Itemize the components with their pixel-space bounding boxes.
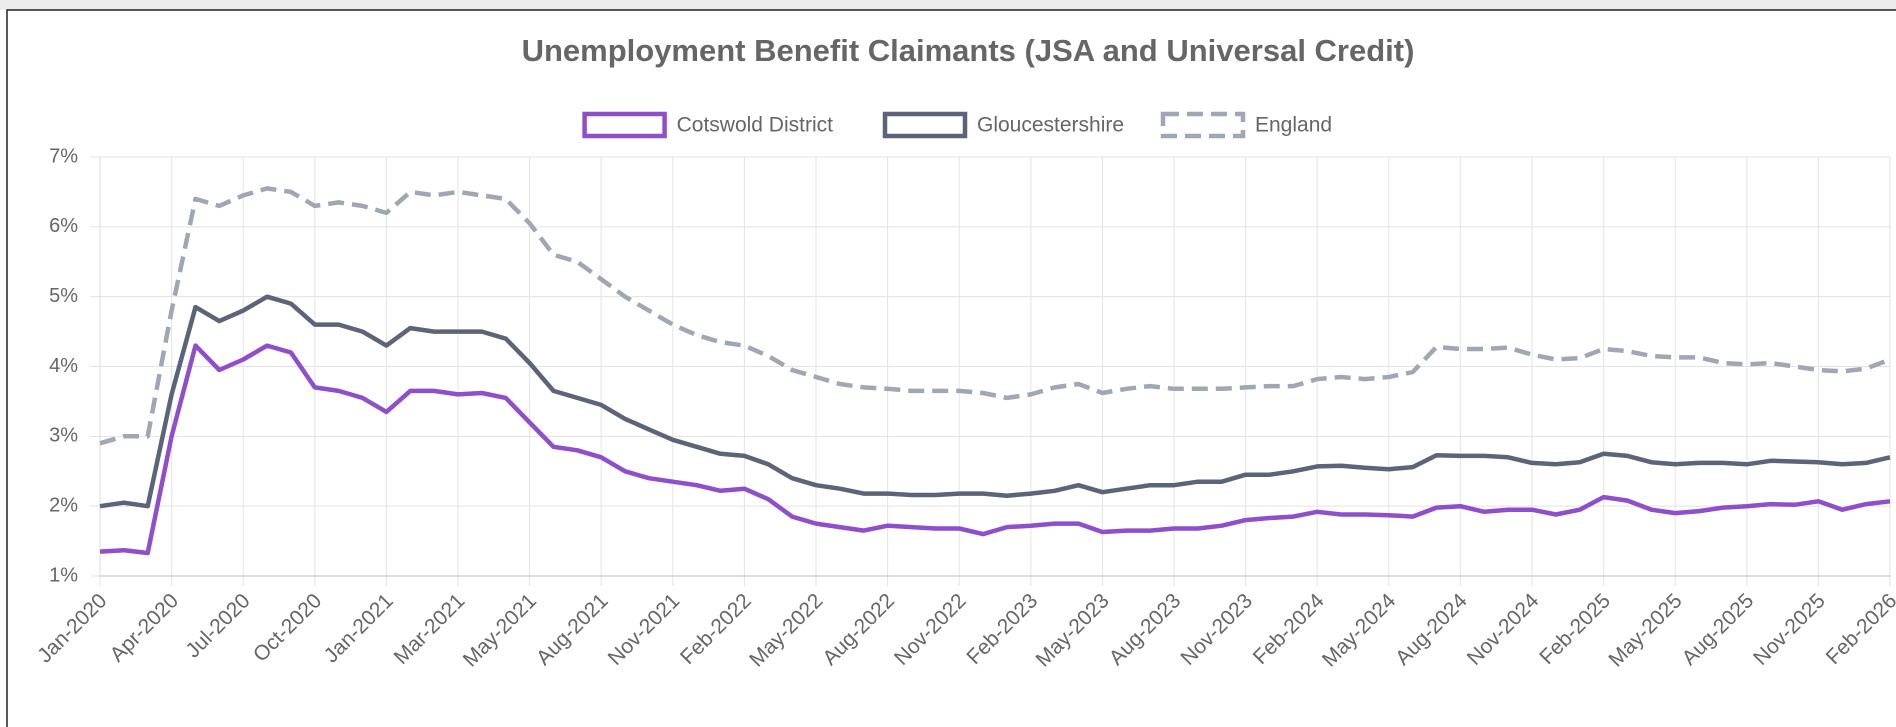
legend-label: Cotswold District bbox=[677, 114, 834, 137]
y-tick-label: 4% bbox=[49, 355, 78, 377]
legend-swatch bbox=[582, 111, 667, 139]
y-tick-label: 7% bbox=[49, 145, 78, 167]
y-tick-label: 1% bbox=[49, 564, 78, 586]
y-tick-label: 3% bbox=[49, 425, 78, 447]
legend-swatch bbox=[882, 111, 968, 139]
legend-label: Gloucestershire bbox=[977, 114, 1124, 137]
series-line bbox=[99, 294, 1891, 509]
legend-label: England bbox=[1255, 114, 1332, 137]
top-strip bbox=[0, 0, 1896, 10]
chart-title: Unemployment Benefit Claimants (JSA and … bbox=[522, 33, 1415, 68]
y-tick-label: 6% bbox=[49, 215, 78, 237]
series-line bbox=[99, 186, 1891, 446]
chart-frame bbox=[6, 9, 1896, 727]
y-tick-label: 2% bbox=[49, 494, 78, 516]
legend-swatch bbox=[1160, 111, 1246, 139]
series-line bbox=[99, 343, 1891, 556]
y-tick-label: 5% bbox=[49, 285, 78, 307]
